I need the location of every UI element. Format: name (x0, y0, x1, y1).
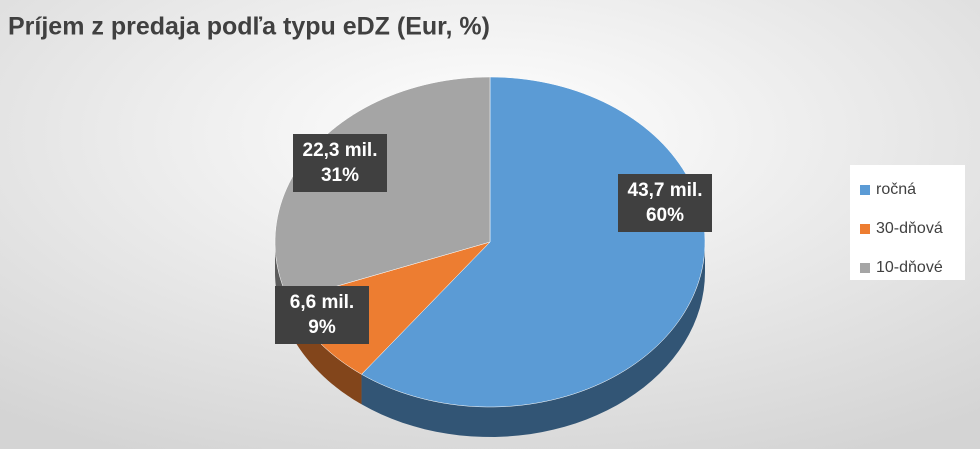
data-label: 6,6 mil. (290, 292, 354, 313)
legend-label: ročná (876, 181, 916, 198)
data-label-box (275, 286, 369, 344)
legend (850, 165, 965, 280)
legend-swatch (860, 263, 870, 273)
legend-label: 10-dňové (876, 259, 943, 276)
data-label-box (618, 174, 712, 232)
data-label-box (293, 134, 387, 192)
legend-label: 30-dňová (876, 220, 943, 237)
data-label-percent: 31% (321, 165, 359, 186)
chart-title: Príjem z predaja podľa typu eDZ (Eur, %) (8, 13, 490, 41)
pie-side (361, 242, 705, 437)
data-label: 22,3 mil. (303, 140, 378, 161)
pie-slice (361, 76, 706, 408)
legend-swatch (860, 224, 870, 234)
data-label-percent: 9% (308, 317, 336, 338)
data-label: 43,7 mil. (628, 180, 703, 201)
pie-side (288, 299, 362, 405)
data-label-percent: 60% (646, 205, 684, 226)
legend-swatch (860, 185, 870, 195)
